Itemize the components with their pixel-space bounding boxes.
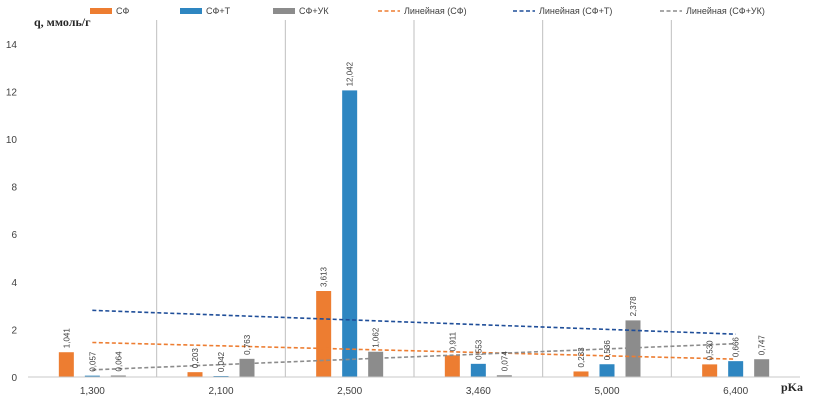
bar	[58, 352, 74, 377]
y-tick-label: 10	[6, 135, 18, 146]
data-label: 3,613	[320, 266, 329, 287]
data-label: 0,233	[577, 347, 586, 368]
y-axis-title: q, ммоль/г	[34, 15, 91, 29]
data-label: 1,041	[62, 328, 71, 349]
data-label: 0,553	[474, 339, 483, 360]
x-tick-label: 2,100	[208, 386, 233, 397]
data-label: 0,203	[191, 348, 200, 369]
bar	[625, 320, 641, 377]
bar	[316, 291, 332, 377]
data-label: 0,911	[448, 331, 457, 351]
data-label: 12,042	[346, 61, 355, 86]
data-label: 0,536	[603, 340, 612, 361]
bar	[444, 355, 460, 377]
bar	[239, 358, 255, 377]
trendline	[92, 309, 736, 335]
bar	[573, 371, 589, 377]
data-label: 0,074	[500, 351, 509, 372]
y-tick-label: 8	[11, 183, 17, 194]
data-label: 0,747	[758, 335, 767, 356]
data-label: 2,378	[629, 296, 638, 317]
legend-swatch	[180, 8, 202, 14]
bar	[342, 90, 358, 378]
y-tick-label: 0	[11, 373, 17, 384]
legend-label: Линейная (СФ)	[404, 6, 467, 16]
x-tick-label: 5,000	[594, 386, 619, 397]
legend: СФ СФ+Т СФ+УК Линейная (СФ) Линейная (СФ+Т) Л…	[90, 6, 765, 16]
x-tick-label: 6,400	[723, 386, 748, 397]
y-tick-label: 6	[11, 230, 17, 241]
gridlines	[156, 20, 672, 377]
data-label: 0,057	[88, 351, 97, 372]
bar	[470, 363, 486, 377]
legend-swatch	[273, 8, 295, 14]
y-axis-ticks: 0 2 4 6 8 10 12 14	[6, 40, 18, 384]
bar	[187, 372, 203, 377]
legend-swatch	[90, 8, 112, 14]
legend-label: СФ+УК	[299, 6, 329, 16]
data-label: 0,064	[114, 351, 123, 372]
bar	[754, 359, 770, 377]
legend-label: Линейная (СФ+УК)	[686, 6, 765, 16]
bar	[702, 364, 718, 377]
data-label: 1,062	[372, 327, 381, 348]
bar	[599, 364, 615, 377]
x-tick-label: 1,300	[80, 386, 105, 397]
legend-label: СФ	[116, 6, 129, 16]
bar	[84, 375, 100, 377]
y-tick-label: 12	[6, 87, 18, 98]
bar	[110, 375, 126, 377]
data-label: 0,042	[217, 351, 226, 372]
x-tick-label: 3,460	[466, 386, 491, 397]
x-axis-title: pKa	[781, 380, 803, 394]
y-tick-label: 14	[6, 40, 18, 51]
data-label: 0,666	[732, 337, 741, 358]
data-label: 0,763	[243, 334, 252, 355]
data-labels: 1,041 0,203 3,613 0,911 0,233 0,530 0,057 0,042…	[62, 61, 766, 372]
data-label: 0,530	[706, 340, 715, 361]
bar	[728, 361, 744, 377]
y-tick-label: 2	[11, 325, 17, 336]
x-axis-ticks: 1,300 2,100 2,500 3,460 5,000 6,400	[80, 386, 749, 397]
trendline	[92, 342, 736, 371]
trendline	[92, 341, 736, 360]
y-tick-label: 4	[11, 278, 17, 289]
legend-label: Линейная (СФ+Т)	[539, 6, 612, 16]
bar	[496, 375, 512, 377]
bar	[368, 351, 384, 377]
legend-label: СФ+Т	[206, 6, 231, 16]
trendlines	[92, 309, 736, 371]
x-tick-label: 2,500	[337, 386, 362, 397]
